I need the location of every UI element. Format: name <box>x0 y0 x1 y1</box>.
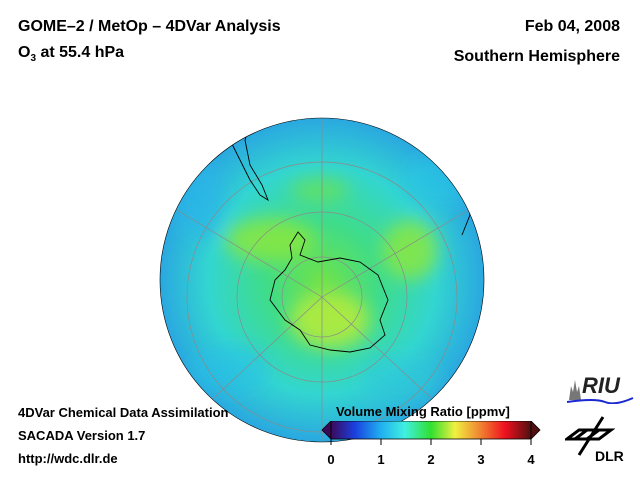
colorbar-tick-0: 0 <box>327 452 335 467</box>
species: O <box>18 44 31 61</box>
region-label: Southern Hemisphere <box>453 48 620 65</box>
footer-line-1: 4DVar Chemical Data Assimilation <box>18 405 229 420</box>
colorbar-max-extension <box>530 421 541 440</box>
species-level-label: O3 at 55.4 hPa <box>18 44 124 64</box>
dlr-logo-text: DLR <box>595 448 624 464</box>
colorbar-tick-2: 2 <box>427 452 435 467</box>
riu-logo-text: RIU <box>582 373 620 398</box>
figure-title: GOME–2 / MetOp – 4DVar Analysis <box>18 18 281 35</box>
date-label: Feb 04, 2008 <box>524 18 620 35</box>
footer-line-2: SACADA Version 1.7 <box>18 428 146 443</box>
colorbar <box>321 421 541 445</box>
colorbar-tick-4: 4 <box>527 452 535 467</box>
dlr-emblem-icon <box>565 416 615 456</box>
species-subscript: 3 <box>30 53 37 65</box>
footer-url[interactable]: http://wdc.dlr.de <box>18 451 118 466</box>
south-america-outline <box>219 119 269 202</box>
colorbar-tick-3: 3 <box>477 452 485 467</box>
colorbar-min-extension <box>321 421 332 440</box>
pressure-level: at 55.4 hPa <box>36 44 125 61</box>
antarctica-outline <box>269 231 389 353</box>
colorbar-title: Volume Mixing Ratio [ppmv] <box>336 404 510 419</box>
colorbar-tick-1: 1 <box>377 452 385 467</box>
colorbar-gradient <box>330 421 532 440</box>
dlr-logo: DLR <box>565 415 635 475</box>
riu-logo: RIU <box>565 372 635 404</box>
